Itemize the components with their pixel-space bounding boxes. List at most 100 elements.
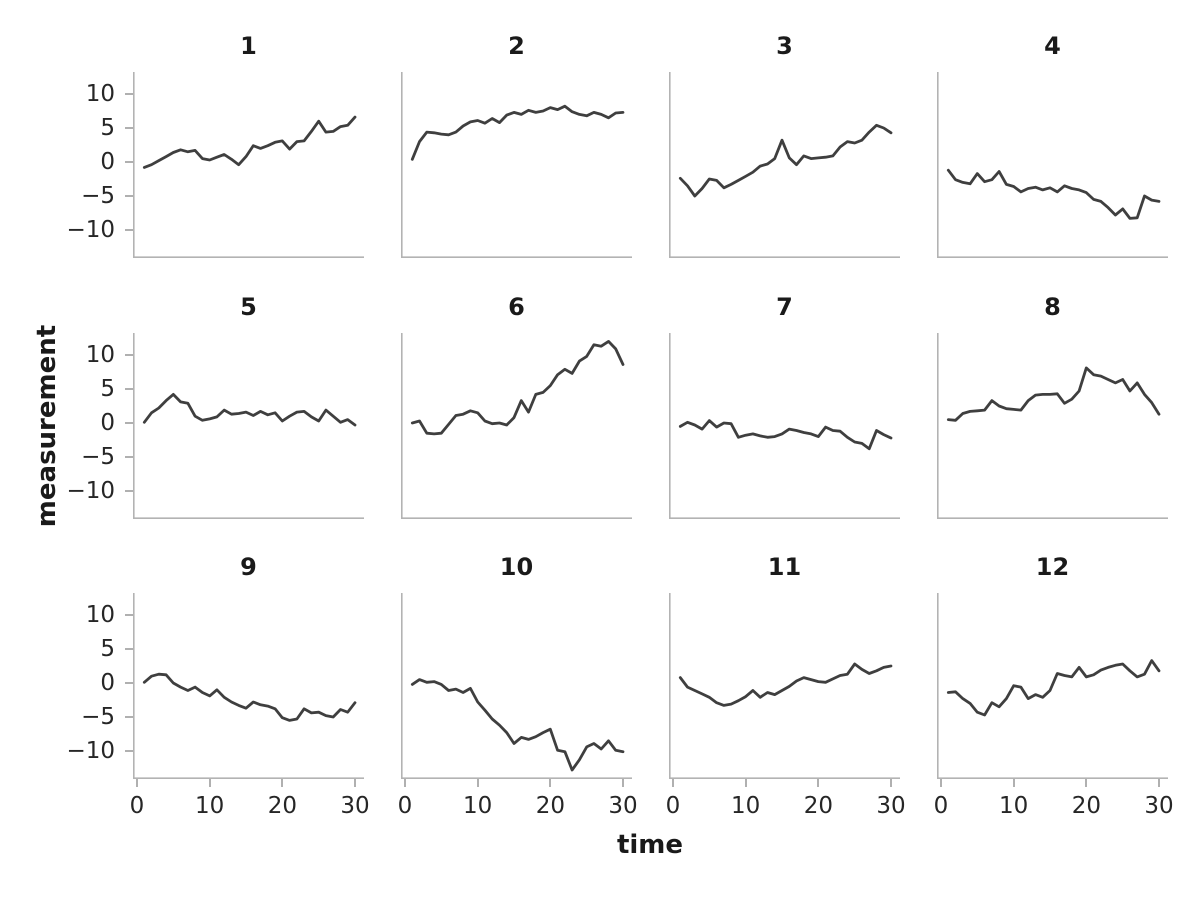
y-tick-mark: [125, 456, 133, 458]
x-tick-label: 0: [129, 793, 145, 819]
series-line-10: [410, 678, 625, 772]
y-tick-mark: [125, 161, 133, 163]
x-tick-mark: [354, 779, 356, 787]
x-tick-mark: [549, 779, 552, 787]
x-tick-label: 10: [195, 793, 225, 819]
facet-panel-7: [669, 333, 900, 519]
x-tick-mark: [404, 779, 406, 787]
facet-title-5: 5: [240, 293, 257, 321]
x-tick-mark: [817, 779, 820, 787]
x-tick-mark: [1158, 779, 1160, 787]
facet-title-10: 10: [499, 553, 534, 581]
y-tick-label: −10: [66, 478, 115, 504]
facet-title-4: 4: [1044, 32, 1061, 60]
y-tick-label: −5: [81, 444, 115, 470]
x-tick-label: 20: [535, 793, 565, 819]
x-tick-mark: [208, 779, 211, 787]
x-tick-mark: [744, 779, 747, 787]
facet-panel-12: [937, 593, 1168, 779]
x-tick-label: 10: [731, 793, 761, 819]
y-tick-label: 5: [100, 636, 115, 662]
facet-title-1: 1: [240, 32, 257, 60]
x-tick-label: 20: [1071, 793, 1101, 819]
facet-panel-6: [401, 333, 632, 519]
facet-title-11: 11: [767, 553, 802, 581]
x-tick-label: 30: [876, 793, 906, 819]
x-tick-label: 0: [397, 793, 413, 819]
x-tick-mark: [672, 779, 674, 787]
facet-panel-10: [401, 593, 632, 779]
y-tick-mark: [125, 648, 133, 650]
y-tick-label: −10: [66, 217, 115, 243]
series-line-8: [946, 366, 1161, 422]
x-tick-mark: [1012, 779, 1015, 787]
y-tick-label: 5: [100, 115, 115, 141]
series-line-7: [678, 419, 893, 451]
facet-panel-4: [937, 72, 1168, 258]
x-axis-label: time: [616, 830, 684, 860]
y-tick-label: 10: [85, 81, 115, 107]
x-tick-label: 30: [1144, 793, 1174, 819]
x-tick-mark: [476, 779, 479, 787]
y-tick-mark: [125, 614, 133, 616]
facet-title-3: 3: [776, 32, 793, 60]
x-tick-label: 10: [999, 793, 1029, 819]
y-tick-label: −5: [81, 183, 115, 209]
facet-panel-1: [133, 72, 364, 258]
x-tick-mark: [622, 779, 624, 787]
facet-title-8: 8: [1044, 293, 1061, 321]
series-line-12: [946, 659, 1161, 717]
y-tick-mark: [125, 750, 133, 752]
facet-panel-2: [401, 72, 632, 258]
y-axis-label: measurement: [32, 324, 62, 528]
y-tick-label: −10: [66, 738, 115, 764]
y-tick-mark: [125, 388, 133, 390]
x-tick-mark: [940, 779, 942, 787]
facet-panel-11: [669, 593, 900, 779]
y-tick-label: 10: [85, 602, 115, 628]
facet-panel-3: [669, 72, 900, 258]
x-tick-label: 0: [933, 793, 949, 819]
x-tick-mark: [1085, 779, 1088, 787]
x-tick-mark: [890, 779, 892, 787]
y-tick-mark: [125, 354, 133, 356]
y-tick-label: 5: [100, 376, 115, 402]
y-tick-mark: [125, 490, 133, 492]
y-tick-label: 0: [100, 149, 115, 175]
facet-title-7: 7: [776, 293, 793, 321]
y-tick-mark: [125, 127, 133, 129]
y-tick-mark: [125, 716, 133, 718]
y-tick-mark: [125, 93, 133, 95]
y-tick-mark: [125, 682, 133, 684]
x-tick-label: 30: [340, 793, 370, 819]
x-tick-mark: [136, 779, 138, 787]
facet-title-6: 6: [508, 293, 525, 321]
y-tick-mark: [125, 422, 133, 424]
facet-panel-5: [133, 333, 364, 519]
facet-panel-8: [937, 333, 1168, 519]
x-tick-label: 0: [665, 793, 681, 819]
y-tick-label: 0: [100, 670, 115, 696]
y-tick-label: −5: [81, 704, 115, 730]
x-tick-label: 20: [803, 793, 833, 819]
x-tick-label: 30: [608, 793, 638, 819]
y-tick-label: 0: [100, 410, 115, 436]
y-tick-mark: [125, 195, 133, 197]
facet-title-2: 2: [508, 32, 525, 60]
series-line-2: [410, 104, 625, 161]
series-line-5: [142, 393, 357, 427]
facet-title-9: 9: [240, 553, 257, 581]
x-tick-label: 20: [267, 793, 297, 819]
series-line-9: [142, 672, 357, 722]
x-tick-label: 10: [463, 793, 493, 819]
y-tick-label: 10: [85, 342, 115, 368]
facet-panel-9: [133, 593, 364, 779]
y-tick-mark: [125, 229, 133, 231]
series-line-1: [142, 115, 357, 169]
facet-title-12: 12: [1035, 553, 1070, 581]
series-line-4: [946, 168, 1161, 220]
series-line-6: [410, 339, 625, 436]
x-tick-mark: [281, 779, 284, 787]
series-line-3: [678, 123, 893, 198]
